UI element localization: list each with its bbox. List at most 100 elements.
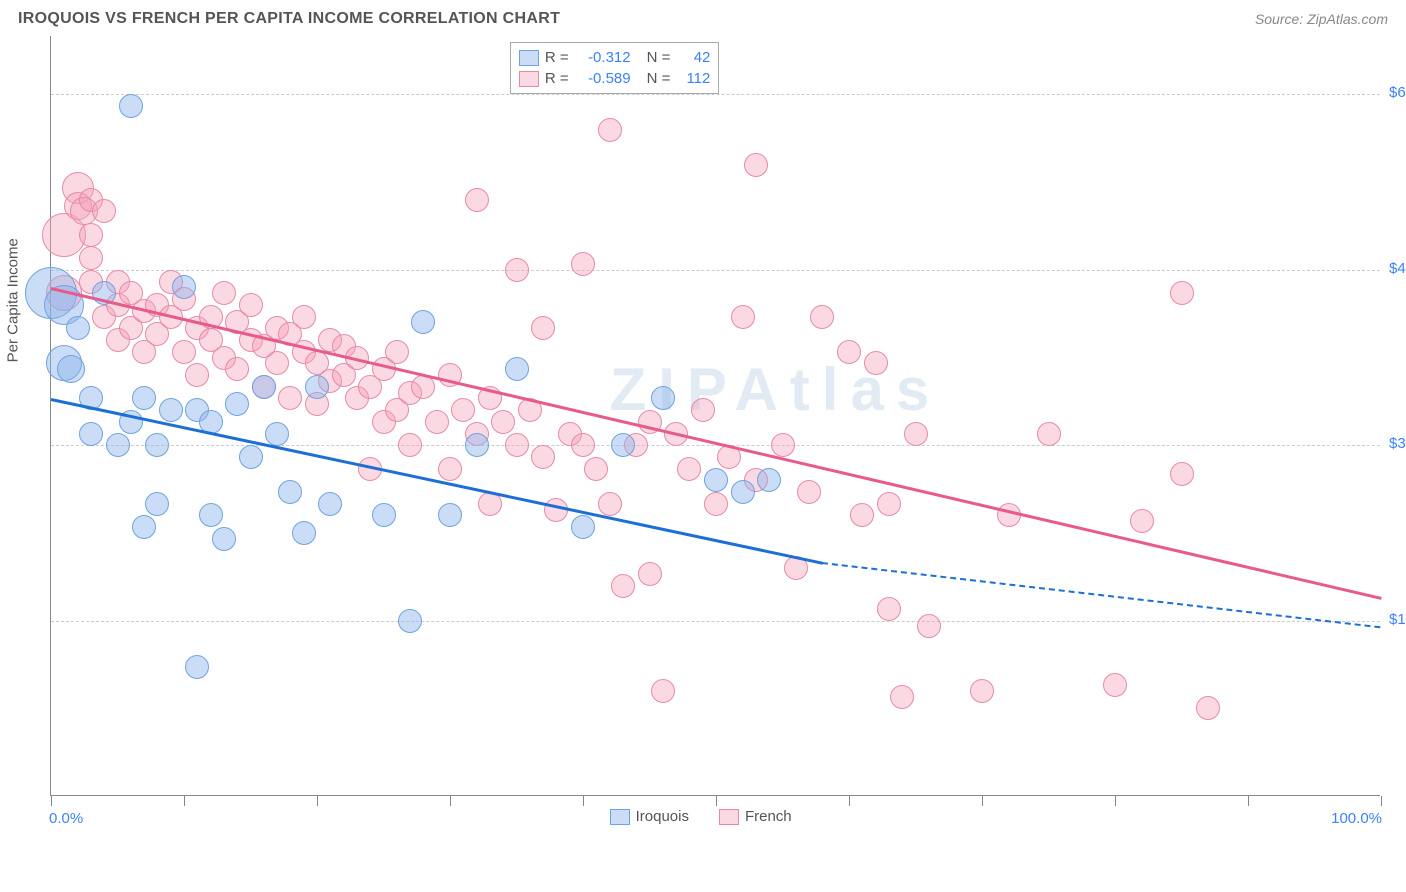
data-point-iroquois bbox=[438, 503, 462, 527]
data-point-french bbox=[212, 281, 236, 305]
data-point-french bbox=[79, 223, 103, 247]
x-tick bbox=[51, 796, 52, 806]
data-point-french bbox=[531, 316, 555, 340]
data-point-french bbox=[904, 422, 928, 446]
data-point-iroquois bbox=[212, 527, 236, 551]
swatch-french bbox=[719, 809, 739, 825]
data-point-french bbox=[505, 258, 529, 282]
data-point-french bbox=[451, 398, 475, 422]
data-point-french bbox=[691, 398, 715, 422]
data-point-french bbox=[677, 457, 701, 481]
data-point-french bbox=[877, 492, 901, 516]
x-tick bbox=[317, 796, 318, 806]
data-point-iroquois bbox=[119, 94, 143, 118]
data-point-french bbox=[864, 351, 888, 375]
data-point-french bbox=[837, 340, 861, 364]
data-point-iroquois bbox=[372, 503, 396, 527]
trend-line bbox=[822, 562, 1381, 628]
data-point-french bbox=[505, 433, 529, 457]
stats-row-french: R =-0.589N =112 bbox=[519, 68, 711, 89]
data-point-french bbox=[265, 351, 289, 375]
data-point-french bbox=[398, 433, 422, 457]
r-value: -0.312 bbox=[575, 49, 631, 66]
data-point-iroquois bbox=[292, 521, 316, 545]
x-tick bbox=[1381, 796, 1382, 806]
data-point-french bbox=[1103, 673, 1127, 697]
data-point-french bbox=[1037, 422, 1061, 446]
data-point-french bbox=[850, 503, 874, 527]
data-point-french bbox=[877, 597, 901, 621]
data-point-iroquois bbox=[159, 398, 183, 422]
data-point-iroquois bbox=[704, 468, 728, 492]
legend-item-french: French bbox=[719, 808, 792, 825]
data-point-french bbox=[731, 305, 755, 329]
r-label: R = bbox=[545, 70, 569, 87]
chart-title: IROQUOIS VS FRENCH PER CAPITA INCOME COR… bbox=[18, 10, 560, 28]
data-point-iroquois bbox=[611, 433, 635, 457]
swatch-iroquois bbox=[519, 50, 539, 66]
data-point-iroquois bbox=[505, 357, 529, 381]
data-point-french bbox=[744, 153, 768, 177]
gridline bbox=[51, 270, 1380, 271]
data-point-french bbox=[638, 562, 662, 586]
data-point-french bbox=[611, 574, 635, 598]
legend: Iroquois French bbox=[610, 808, 792, 825]
data-point-iroquois bbox=[132, 515, 156, 539]
data-point-french bbox=[890, 685, 914, 709]
legend-label: Iroquois bbox=[636, 808, 689, 825]
data-point-iroquois bbox=[465, 433, 489, 457]
data-point-iroquois bbox=[305, 375, 329, 399]
r-label: R = bbox=[545, 49, 569, 66]
data-point-french bbox=[438, 457, 462, 481]
data-point-french bbox=[797, 480, 821, 504]
data-point-french bbox=[571, 252, 595, 276]
x-tick bbox=[716, 796, 717, 806]
data-point-iroquois bbox=[145, 433, 169, 457]
data-point-iroquois bbox=[318, 492, 342, 516]
data-point-french bbox=[79, 246, 103, 270]
stats-box: R =-0.312N =42R =-0.589N =112 bbox=[510, 42, 720, 94]
data-point-iroquois bbox=[278, 480, 302, 504]
data-point-french bbox=[531, 445, 555, 469]
data-point-iroquois bbox=[199, 503, 223, 527]
data-point-french bbox=[810, 305, 834, 329]
data-point-iroquois bbox=[252, 375, 276, 399]
x-max-label: 100.0% bbox=[1331, 810, 1382, 827]
data-point-french bbox=[651, 679, 675, 703]
legend-item-iroquois: Iroquois bbox=[610, 808, 689, 825]
data-point-french bbox=[92, 199, 116, 223]
data-point-french bbox=[425, 410, 449, 434]
n-value: 42 bbox=[676, 49, 710, 66]
data-point-iroquois bbox=[571, 515, 595, 539]
data-point-french bbox=[584, 457, 608, 481]
data-point-iroquois bbox=[106, 433, 130, 457]
data-point-french bbox=[598, 492, 622, 516]
source-attribution: Source: ZipAtlas.com bbox=[1255, 11, 1388, 27]
data-point-iroquois bbox=[398, 609, 422, 633]
data-point-iroquois bbox=[265, 422, 289, 446]
trend-line bbox=[51, 287, 1382, 600]
data-point-iroquois bbox=[185, 655, 209, 679]
data-point-french bbox=[185, 363, 209, 387]
data-point-french bbox=[1170, 462, 1194, 486]
data-point-iroquois bbox=[172, 275, 196, 299]
data-point-french bbox=[225, 357, 249, 381]
data-point-iroquois bbox=[132, 386, 156, 410]
data-point-french bbox=[385, 340, 409, 364]
data-point-iroquois bbox=[225, 392, 249, 416]
x-tick bbox=[450, 796, 451, 806]
chart-area: Per Capita Income ZIPAtlas $15,000$30,00… bbox=[50, 36, 1390, 846]
y-tick-label: $45,000 bbox=[1389, 260, 1406, 277]
gridline bbox=[51, 94, 1380, 95]
data-point-iroquois bbox=[79, 422, 103, 446]
y-tick-label: $15,000 bbox=[1389, 611, 1406, 628]
x-tick bbox=[982, 796, 983, 806]
r-value: -0.589 bbox=[575, 70, 631, 87]
data-point-iroquois bbox=[66, 316, 90, 340]
data-point-iroquois bbox=[239, 445, 263, 469]
data-point-french bbox=[491, 410, 515, 434]
x-tick bbox=[184, 796, 185, 806]
swatch-french bbox=[519, 71, 539, 87]
data-point-french bbox=[292, 305, 316, 329]
data-point-iroquois bbox=[57, 355, 85, 383]
